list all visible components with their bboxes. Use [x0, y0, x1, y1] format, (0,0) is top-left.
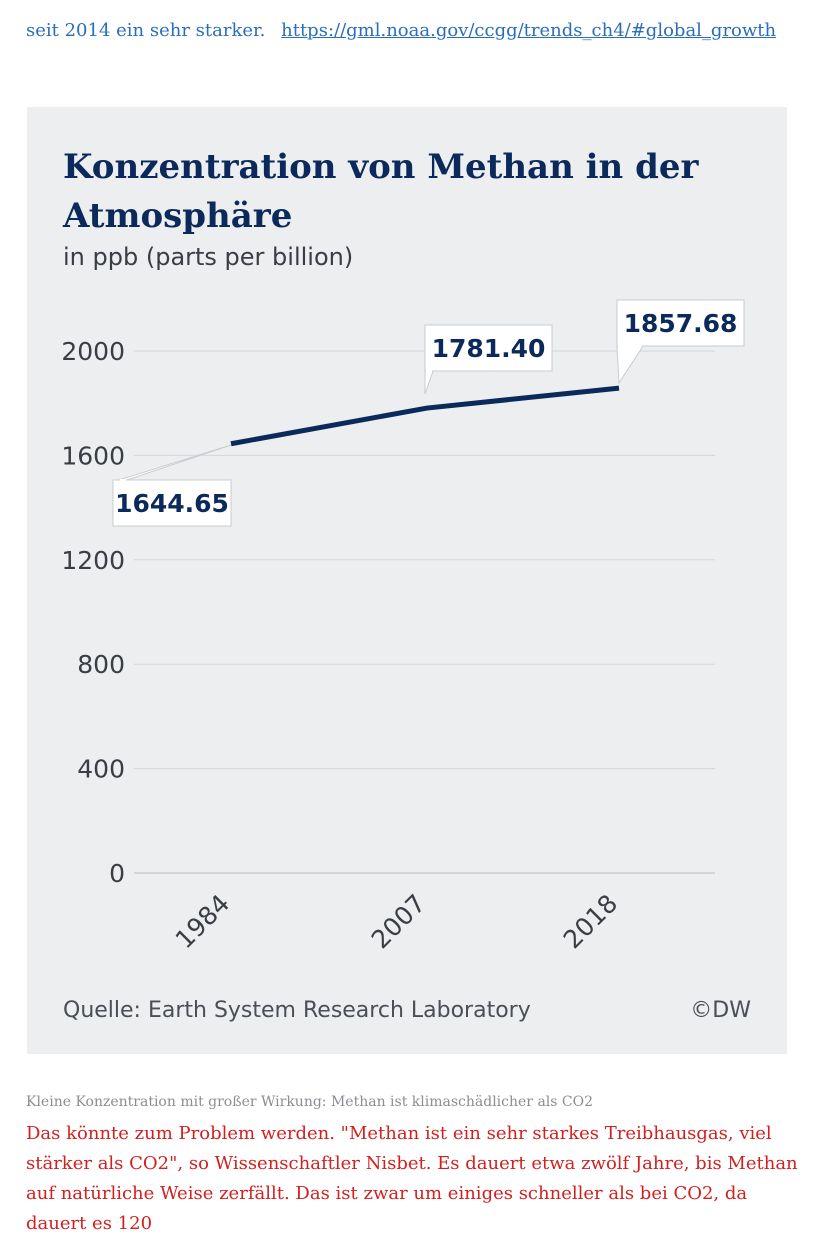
- intro-text: seit 2014 ein sehr starker.: [26, 20, 266, 41]
- callout-pointer: [424, 370, 434, 395]
- chart-source: Quelle: Earth System Research Laboratory: [63, 998, 531, 1023]
- data-label: 1857.68: [624, 309, 738, 338]
- data-label-callout: 1857.68: [616, 299, 745, 385]
- x-tick-label: 2018: [558, 889, 623, 954]
- callout-pointer: [118, 444, 232, 481]
- data-label: 1644.65: [115, 489, 229, 518]
- chart-subtitle: in ppb (parts per billion): [63, 243, 354, 271]
- callout-pointer: [616, 345, 644, 385]
- chart-credit: ©DW: [690, 998, 751, 1023]
- methane-line-chart: 0 400 800 1200 1600 2000 1984 2007 2018 1644.65…: [61, 299, 745, 954]
- noaa-link[interactable]: https://gml.noaa.gov/ccgg/trends_ch4/#gl…: [281, 20, 777, 41]
- x-tick-label: 1984: [170, 889, 235, 954]
- y-tick-label: 0: [109, 859, 125, 888]
- callout-box: [112, 479, 232, 527]
- data-label: 1781.40: [432, 334, 546, 363]
- methane-series-line: [230, 385, 620, 447]
- x-tick-label: 2007: [366, 889, 431, 954]
- chart-title: Konzentration von Methan in der Atmosphä…: [63, 147, 699, 236]
- y-tick-label: 800: [77, 650, 125, 679]
- y-tick-label: 1600: [61, 441, 125, 470]
- chart-card: Konzentration von Methan in der Atmosphä…: [27, 107, 787, 1054]
- intro-text-line: seit 2014 ein sehr starker. https://gml.…: [26, 20, 776, 41]
- data-label-callout: 1644.65: [112, 444, 232, 527]
- callout-box: [616, 299, 745, 347]
- y-tick-label: 400: [77, 755, 125, 784]
- y-tick-label: 1200: [61, 546, 125, 575]
- article-paragraph: Das könnte zum Problem werden. "Methan i…: [26, 1123, 798, 1234]
- y-tick-label: 2000: [61, 337, 125, 366]
- image-caption: Kleine Konzentration mit großer Wirkung:…: [26, 1094, 593, 1110]
- callout-box: [424, 324, 553, 372]
- data-label-callout: 1781.40: [424, 324, 553, 395]
